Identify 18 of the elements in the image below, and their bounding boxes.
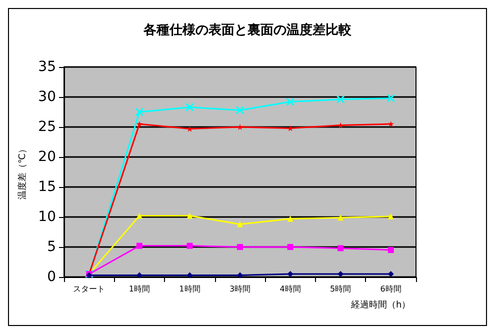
- y-tick-label: 35: [38, 59, 56, 75]
- x-tick-label: 6時間: [380, 284, 402, 294]
- x-tick-label: 5時間: [330, 284, 352, 294]
- x-tick-label: 4時間: [280, 284, 301, 294]
- y-tick-label: 20: [38, 149, 56, 165]
- x-axis-title: 経過時間（h）: [350, 300, 411, 310]
- y-tick-label: 25: [38, 119, 56, 135]
- y-tick-label: 0: [47, 269, 56, 285]
- x-tick-label: 1時間: [128, 284, 150, 294]
- x-tick-label: 3時間: [229, 284, 251, 294]
- y-axis-title: 温度差（℃）: [16, 144, 28, 200]
- y-tick-label: 5: [47, 239, 56, 255]
- y-tick-label: 15: [38, 179, 56, 195]
- x-tick-label: 1時間: [179, 284, 200, 294]
- y-tick-label: 30: [38, 89, 56, 105]
- x-tick-label: スタート: [73, 284, 106, 294]
- chart-title: 各種仕様の表面と裏面の温度差比較: [142, 22, 352, 38]
- y-tick-label: 10: [38, 209, 56, 225]
